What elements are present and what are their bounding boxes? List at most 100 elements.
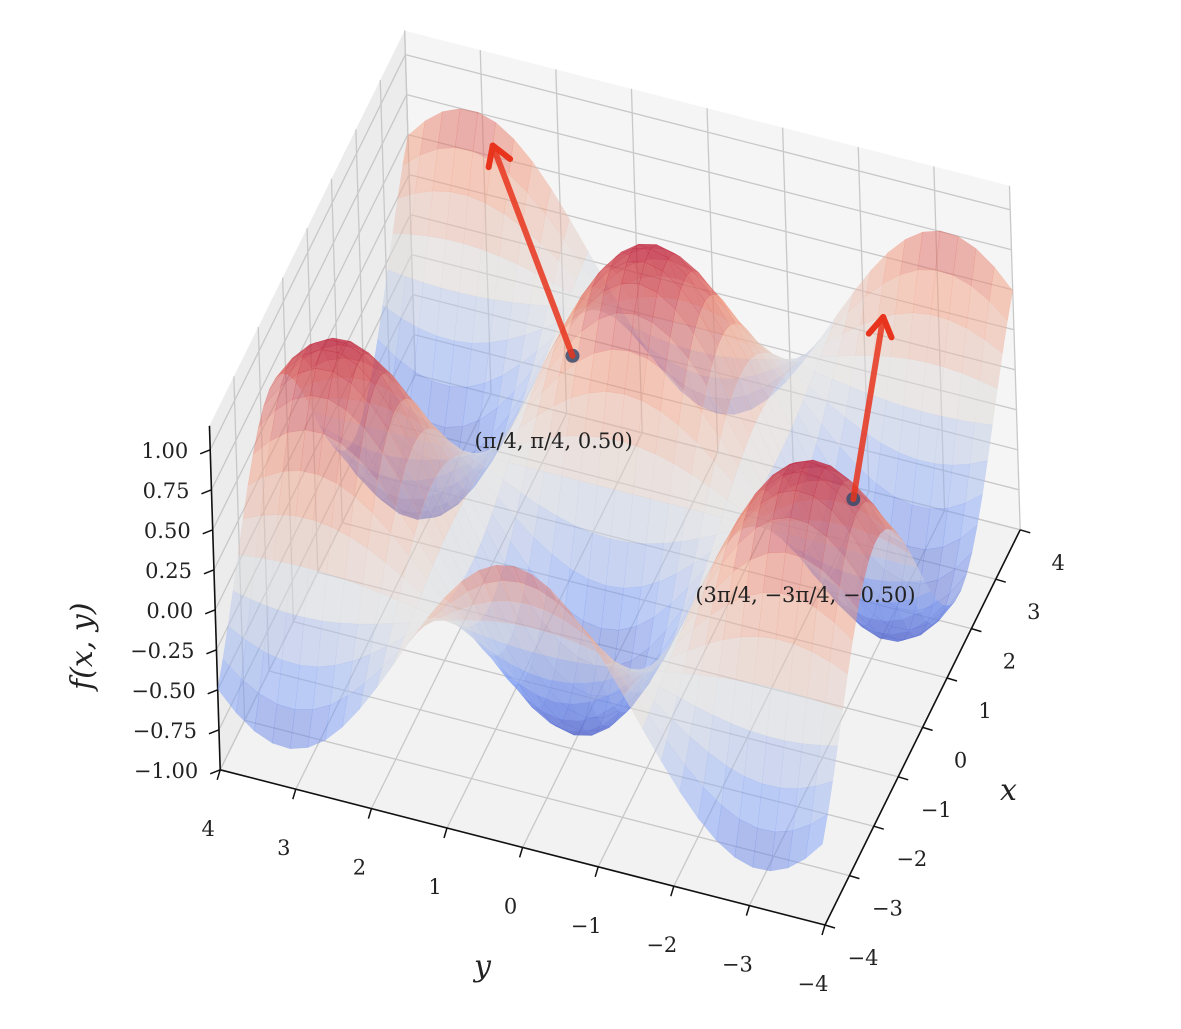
x-axis-label: x [1000, 773, 1017, 808]
normal-arrow [850, 313, 887, 503]
x-tick-mark [873, 825, 885, 830]
surface-patch [673, 424, 697, 475]
surface-patch [703, 486, 728, 518]
surface-patch [635, 675, 660, 702]
z-tick-mark [199, 449, 211, 455]
z-tick-mark [204, 609, 216, 615]
surface-patch [554, 701, 580, 722]
surface-patch [789, 459, 814, 465]
y-tick-label: 4 [202, 817, 215, 841]
x-tick-label: −3 [872, 897, 903, 921]
z-tick-label: −0.25 [130, 639, 194, 663]
y-tick-mark [821, 924, 826, 936]
surface-patch [426, 597, 451, 619]
surface-patch [710, 570, 734, 616]
wall-grid-z [406, 93, 1012, 251]
surface-patch [818, 466, 844, 493]
surface-patch [513, 565, 539, 590]
wall-grid-z [209, 54, 406, 451]
z-tick-label: −0.75 [133, 719, 197, 743]
y-tick-label: −4 [798, 972, 829, 996]
surface-patch [392, 599, 417, 624]
surface-patch [740, 592, 764, 638]
x-tick-label: 4 [1052, 551, 1065, 575]
surface-patch [414, 148, 438, 194]
surface-patch [668, 463, 692, 509]
surface-patch [368, 352, 394, 377]
surface-patch [484, 580, 510, 602]
surface-patch [954, 524, 978, 570]
y-tick-label: 3 [277, 836, 290, 860]
surface-patch [588, 349, 612, 394]
x-tick-mark [946, 677, 958, 682]
y-tick-label: 1 [428, 875, 441, 899]
surface-patch [726, 504, 750, 545]
x-tick-label: −2 [896, 847, 927, 871]
surface-patch [709, 529, 733, 573]
surface-patch [670, 627, 694, 658]
surface-patch [912, 269, 936, 315]
point-annotation: (π/4, π/4, 0.50) [474, 429, 632, 453]
surface-patch [816, 568, 840, 623]
surface-patch [324, 695, 348, 741]
surface-patch [437, 108, 461, 150]
x-tick-label: −1 [921, 798, 952, 822]
surface-patch [943, 573, 967, 612]
y-tick-label: −1 [571, 914, 602, 938]
surface-patch [289, 709, 313, 750]
surface-patch [531, 336, 555, 372]
normal-arrow [489, 142, 576, 359]
y-tick-label: 2 [353, 856, 366, 880]
surface-patch [525, 355, 549, 401]
z-tick-mark [209, 769, 221, 775]
surface-patch [533, 504, 558, 556]
surface-patch [386, 622, 411, 647]
z-axis-line [208, 425, 221, 770]
surface-patch [674, 253, 699, 273]
surface-patch [443, 581, 469, 603]
arrow-head [865, 313, 895, 341]
tick-labels: −4 −3 −2 −1 0 1 2 3 4 −4 −3 −2 −1 0 1 2 3 4 −1.00 −0.75 −0.5… [130, 439, 1065, 996]
z-tick-mark [201, 489, 212, 495]
wall-grid-z [210, 94, 408, 491]
surface-patch [974, 379, 998, 426]
point-annotation: (3π/4, −3π/4, −0.50) [695, 583, 915, 607]
surface-patch [450, 147, 474, 197]
z-tick-label: −0.50 [131, 679, 195, 703]
surface-patch [659, 671, 684, 697]
surface-patch [495, 564, 521, 583]
y-tick-mark [745, 905, 751, 916]
surface-patch [320, 339, 345, 354]
surface-patch [808, 495, 832, 537]
surface-patch [682, 579, 706, 624]
z-tick-label: −1.00 [134, 759, 198, 783]
y-axis-label: y [472, 949, 492, 984]
surface-patch [519, 391, 543, 429]
surface-patch [653, 685, 678, 720]
x-tick-mark [1019, 529, 1031, 534]
surface-patch [848, 270, 872, 313]
surface-patch [804, 813, 828, 860]
surface-patch [469, 629, 495, 655]
surface-patch [606, 349, 630, 395]
z-tick-label: 0.50 [144, 519, 191, 543]
surface-patch [347, 654, 371, 697]
surface-patch [541, 305, 566, 330]
surface-patch [892, 543, 919, 568]
surface-patch [930, 269, 954, 320]
surface-patch [649, 244, 675, 259]
surface-patch [821, 535, 845, 588]
surface-patch [393, 633, 417, 665]
surface-patch [636, 581, 660, 627]
y-tick-mark [518, 847, 524, 858]
z-tick-label: 0.75 [143, 479, 190, 503]
surface-patch [502, 410, 526, 441]
x-tick-mark [824, 924, 836, 929]
wall-grid-z [405, 53, 1011, 211]
x-tick-label: 3 [1027, 600, 1040, 624]
surface-patch [793, 598, 817, 652]
surface-patch [970, 248, 995, 302]
x-tick-mark [897, 776, 909, 781]
surface-patch [705, 603, 729, 645]
x-tick-label: −4 [848, 946, 879, 970]
